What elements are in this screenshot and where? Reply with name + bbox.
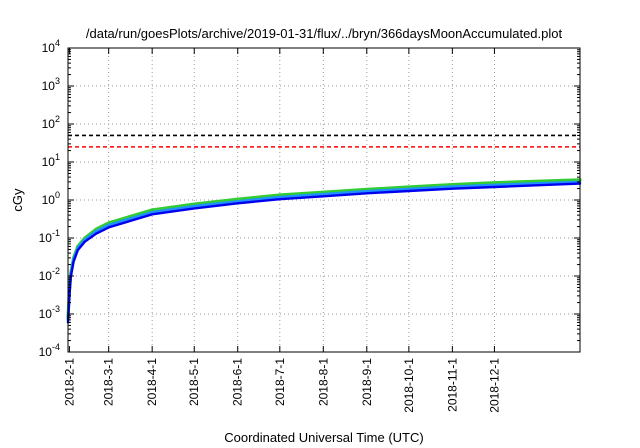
x-tick-label: 2018-11-1 <box>445 358 459 412</box>
data-series <box>66 178 582 324</box>
y-tick-label: 100 <box>42 190 60 207</box>
y-tick-label: 10-3 <box>39 304 60 321</box>
x-axis-label: Coordinated Universal Time (UTC) <box>224 430 423 445</box>
x-tick-label: 2018-6-1 <box>231 358 245 406</box>
x-tick-label: 2018-7-1 <box>273 358 287 406</box>
y-axis: 10-4 10-3 10-2 10-1 100 101 102 103 104 <box>39 38 580 359</box>
series-line <box>66 182 582 324</box>
x-tick-label: 2018-3-1 <box>102 358 116 406</box>
series-line <box>66 180 582 322</box>
x-tick-label: 2018-5-1 <box>187 358 201 406</box>
y-tick-label: 104 <box>42 38 60 55</box>
x-tick-label: 2018-9-1 <box>360 358 374 406</box>
x-tick-label: 2018-12-1 <box>487 358 501 413</box>
y-tick-label: 10-2 <box>39 266 60 283</box>
x-tick-label: 2018-10-1 <box>402 358 416 413</box>
chart-title: /data/run/goesPlots/archive/2019-01-31/f… <box>86 26 563 41</box>
x-tick-label: 2018-8-1 <box>316 358 330 406</box>
grid-lines <box>68 48 580 352</box>
y-tick-label: 10-1 <box>39 228 60 245</box>
x-axis: 2018-2-1 2018-3-1 2018-4-1 2018-5-1 2018-6-1… <box>62 48 501 413</box>
reference-lines <box>68 134 580 148</box>
x-tick-label: 2018-4-1 <box>145 358 159 406</box>
y-tick-label: 103 <box>42 76 60 93</box>
y-tick-label: 10-4 <box>39 342 60 359</box>
y-axis-label: cGy <box>10 188 25 212</box>
x-tick-label: 2018-2-1 <box>62 358 76 406</box>
y-tick-label: 101 <box>42 152 60 169</box>
y-tick-label: 102 <box>42 114 60 131</box>
